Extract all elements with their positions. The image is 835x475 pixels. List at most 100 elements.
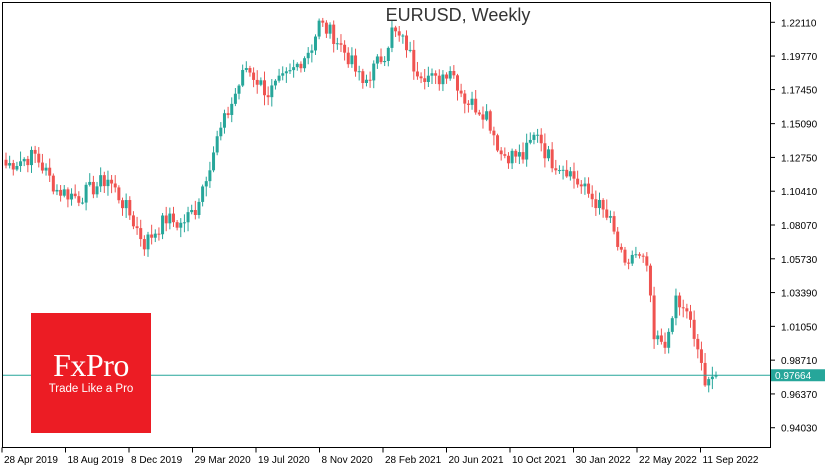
candle-body	[627, 262, 631, 264]
candle-body	[186, 212, 190, 223]
y-tick-label: 1.01050	[781, 322, 818, 333]
candle-body	[419, 76, 423, 79]
candle-body	[594, 199, 598, 209]
x-tick-label: 29 Mar 2020	[195, 455, 252, 466]
candle-body	[539, 134, 543, 144]
candle-body	[241, 69, 245, 86]
candle-body	[8, 163, 12, 166]
y-tick-label: 0.98710	[781, 356, 818, 367]
candle-body	[645, 256, 649, 266]
candle-body	[619, 246, 623, 250]
candle-body	[29, 149, 33, 166]
candle-body	[459, 90, 463, 94]
candle-body	[710, 376, 714, 380]
candle-body	[266, 95, 270, 98]
candle-body	[11, 163, 15, 170]
candle-body	[528, 139, 532, 143]
candle-body	[452, 71, 456, 76]
candle-body	[652, 295, 656, 340]
candle-body	[62, 189, 66, 196]
candle-body	[430, 73, 434, 76]
candle-body	[568, 171, 572, 177]
candle-body	[532, 134, 536, 140]
candle-body	[394, 27, 398, 32]
x-tick-label: 10 Oct 2021	[512, 455, 567, 466]
candle-body	[681, 307, 685, 309]
candle-body	[91, 181, 95, 195]
candle-body	[390, 27, 394, 48]
candle-body	[215, 136, 219, 153]
candle-body	[37, 153, 41, 163]
candle-body	[73, 193, 77, 197]
candle-body	[590, 193, 594, 200]
candle-body	[292, 67, 296, 71]
candle-body	[648, 265, 652, 296]
candle-body	[557, 170, 561, 172]
candle-body	[485, 111, 489, 120]
y-tick-label: 1.05730	[781, 255, 818, 266]
candle-body	[273, 80, 277, 86]
y-tick-label: 1.22110	[781, 18, 817, 29]
y-tick-label: 0.94030	[781, 424, 818, 435]
candle-body	[284, 71, 288, 74]
candle-body	[44, 167, 48, 171]
candle-body	[692, 319, 696, 339]
candle-body	[397, 31, 401, 36]
y-tick-label: 1.17450	[781, 86, 818, 97]
x-tick-label: 22 May 2022	[639, 455, 697, 466]
candle-body	[375, 56, 379, 64]
candle-body	[346, 52, 350, 65]
x-tick-label: 19 Jul 2020	[258, 455, 310, 466]
candle-body	[572, 171, 576, 179]
candle-body	[299, 63, 303, 69]
candle-body	[193, 210, 197, 215]
candle-body	[19, 161, 23, 167]
candle-body	[59, 189, 63, 196]
candle-body	[474, 98, 478, 113]
candle-body	[139, 228, 143, 240]
candle-body	[171, 213, 175, 223]
candle-body	[259, 80, 263, 85]
candle-body	[638, 254, 642, 256]
candle-body	[426, 75, 430, 82]
candle-body	[270, 85, 274, 98]
candle-body	[142, 239, 146, 250]
candle-body	[161, 215, 165, 235]
candle-body	[179, 222, 183, 228]
candle-body	[379, 56, 383, 63]
candle-body	[237, 85, 241, 94]
candle-body	[521, 152, 525, 160]
candle-body	[197, 201, 201, 215]
candle-body	[496, 135, 500, 151]
candle-body	[153, 233, 157, 238]
candle-body	[310, 50, 314, 53]
candle-body	[121, 200, 125, 209]
candle-body	[317, 20, 321, 37]
candle-body	[248, 68, 252, 73]
candle-body	[587, 183, 591, 194]
candle-body	[288, 70, 292, 72]
candle-body	[88, 181, 92, 185]
candle-body	[448, 71, 452, 79]
candle-body	[222, 113, 226, 128]
y-tick-label: 0.96370	[781, 390, 818, 401]
candle-body	[219, 127, 223, 137]
x-tick-label: 11 Sep 2022	[703, 455, 759, 466]
y-tick-label: 1.08070	[781, 221, 818, 232]
candle-body	[328, 24, 332, 34]
candle-body	[547, 149, 551, 159]
candle-body	[168, 213, 172, 224]
logo-tagline: Trade Like a Pro	[48, 383, 134, 395]
candle-body	[689, 311, 693, 320]
candle-body	[102, 175, 106, 187]
candle-body	[77, 196, 81, 203]
candle-body	[612, 216, 616, 232]
candle-body	[703, 362, 707, 386]
candle-body	[408, 49, 412, 51]
candle-body	[281, 73, 285, 76]
candle-body	[354, 55, 358, 72]
candle-body	[233, 93, 237, 104]
candle-body	[481, 114, 485, 120]
candle-body	[321, 20, 325, 23]
candle-body	[332, 24, 336, 44]
